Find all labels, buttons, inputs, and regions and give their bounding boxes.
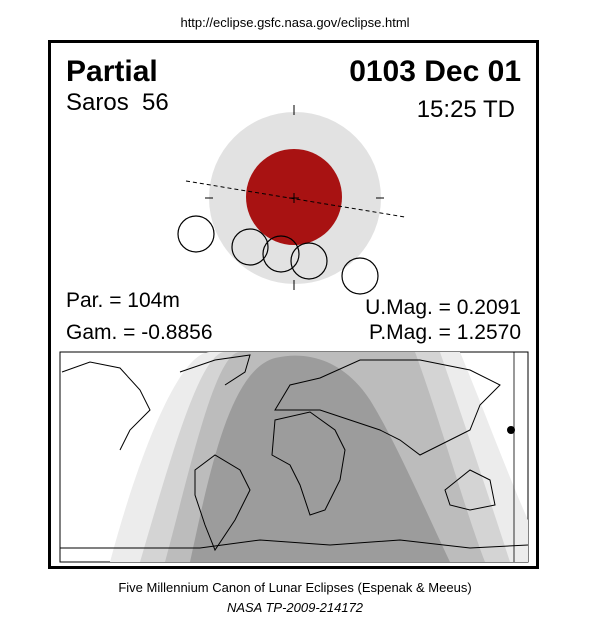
coastline: [179, 354, 251, 386]
coastline: [194, 454, 251, 552]
geometry: [177, 105, 406, 295]
umag: U.Mag. = 0.2091: [365, 296, 521, 319]
moon: [231, 228, 269, 266]
moon-path: [185, 180, 406, 218]
coastline: [274, 359, 501, 456]
coastline: [60, 539, 528, 549]
eclipse-date: 0103 Dec 01: [349, 55, 521, 88]
pmag: P.Mag. = 1.2570: [369, 321, 521, 344]
umbral-visibility: [190, 355, 450, 562]
source-url: http://eclipse.gsfc.nasa.gov/eclipse.htm…: [180, 15, 409, 30]
coastline: [61, 361, 151, 451]
eclipse-type: Partial: [66, 55, 158, 88]
eclipse-time: 15:25 TD: [417, 96, 515, 123]
visibility-map: [59, 351, 529, 563]
moon: [341, 257, 379, 295]
moon: [177, 215, 215, 253]
saros: Saros 56: [66, 89, 169, 116]
subsolar-point: [507, 426, 515, 434]
par: Par. = 104m: [66, 289, 180, 312]
footer-reference: NASA TP-2009-214172: [227, 600, 364, 615]
footer-title: Five Millennium Canon of Lunar Eclipses …: [118, 580, 471, 595]
moon: [290, 242, 328, 280]
coastline: [271, 411, 346, 516]
moon: [262, 235, 300, 273]
coastline: [444, 469, 496, 511]
gam: Gam. = -0.8856: [66, 321, 213, 344]
